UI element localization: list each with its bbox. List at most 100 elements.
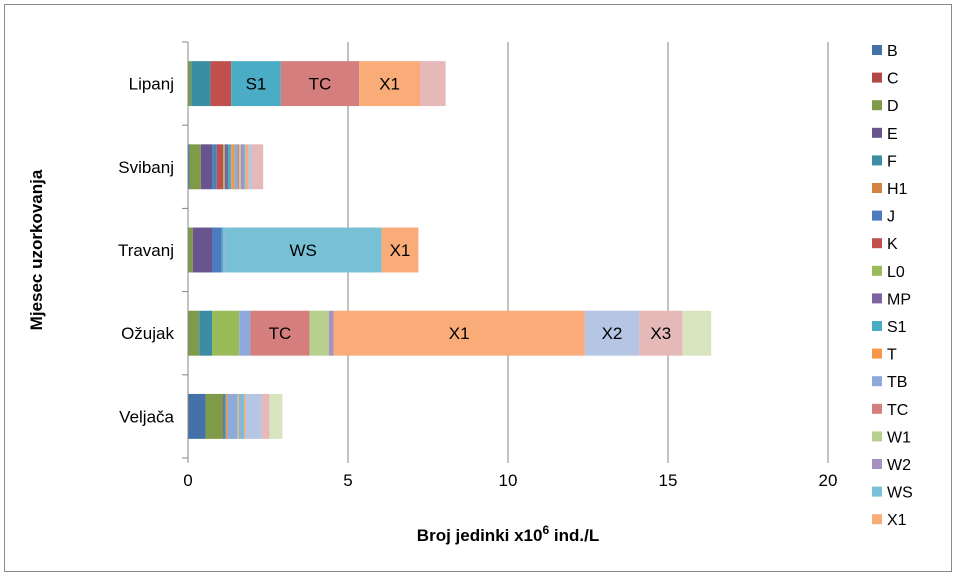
bar-segment [245, 393, 262, 439]
legend-label: MP [887, 291, 911, 308]
legend-swatch [872, 238, 882, 249]
legend-swatch [872, 100, 882, 111]
legend-label: L0 [887, 264, 905, 281]
legend-label: W2 [887, 457, 911, 474]
bar-segment [234, 144, 238, 190]
bar-segment [280, 61, 360, 107]
bar-segment [223, 227, 225, 273]
legend-label: TB [887, 374, 907, 391]
legend-label: B [887, 43, 898, 60]
bar-segment [682, 310, 712, 356]
bar-segment [231, 61, 281, 107]
bar-segment [223, 393, 225, 439]
y-axis-title: Mjesec uzorkovanja [27, 169, 46, 330]
bar-segment [231, 144, 235, 190]
bar-segment [244, 144, 246, 190]
bar-segment [239, 144, 241, 190]
bar-segment [188, 227, 193, 273]
x-axis-title: Broj jedinki x106 ind./L [417, 523, 599, 545]
legend-label: X1 [887, 512, 907, 529]
legend-swatch [872, 321, 882, 331]
bar-segment [248, 144, 252, 190]
bar-segment [245, 144, 249, 190]
x-tick-label: 20 [819, 471, 838, 490]
legend-swatch [872, 293, 882, 304]
bar-segment [333, 310, 585, 356]
bar-segment [240, 144, 244, 190]
bar-segment [205, 393, 224, 439]
segment-label: X1 [390, 241, 411, 260]
bar-segment [212, 310, 240, 356]
y-category-label: Lipanj [129, 75, 174, 94]
legend-swatch [872, 265, 882, 276]
bar-segment [223, 144, 225, 190]
legend-swatch [872, 183, 882, 193]
bar-segment [239, 393, 241, 439]
bar-segment [226, 393, 228, 439]
bar-segment [188, 393, 206, 439]
segment-label: WS [290, 241, 317, 260]
bar-segment [237, 393, 240, 439]
legend-label: TC [887, 402, 908, 419]
bar-segment [228, 144, 232, 190]
legend-label: T [887, 347, 897, 364]
bar-segment [213, 144, 217, 190]
legend-label: D [887, 98, 899, 115]
bar-segment [244, 393, 246, 439]
bar-segment [191, 61, 211, 107]
legend-label: W1 [887, 429, 911, 446]
legend-label: E [887, 126, 898, 143]
bar-segment [212, 227, 222, 273]
segment-label: X1 [449, 324, 470, 343]
legend-label: WS [887, 485, 913, 502]
legend-swatch [872, 72, 882, 83]
legend-swatch [872, 376, 882, 387]
segment-label: S1 [246, 75, 267, 94]
bar-segment [639, 310, 683, 356]
bar-segment [224, 144, 228, 190]
legend-swatch [872, 348, 882, 359]
legend-swatch [872, 127, 882, 138]
y-category-label: Ožujak [121, 324, 174, 343]
bar-segment [269, 393, 283, 439]
legend-label: H1 [887, 181, 908, 198]
bar-segment [199, 310, 212, 356]
legend-label: F [887, 153, 897, 170]
segment-label: X1 [379, 75, 400, 94]
bar-segment [224, 227, 382, 273]
x-tick-label: 0 [183, 471, 192, 490]
legend-swatch [872, 431, 882, 442]
bar-segment [192, 227, 212, 273]
bar-segment [228, 393, 238, 439]
bar-segment [250, 310, 310, 356]
bar-segment [328, 310, 334, 356]
bar-segment [359, 61, 420, 107]
x-tick-label: 15 [659, 471, 678, 490]
bar-segment [239, 310, 251, 356]
legend-swatch [872, 514, 882, 525]
legend-swatch [872, 403, 882, 414]
bar-segment [420, 61, 446, 107]
bar-segment [221, 227, 224, 273]
legend-label: C [887, 71, 899, 88]
x-tick-label: 10 [499, 471, 518, 490]
segment-labels: S1 TC X1 WS X1 TC X1 X2 X3 [246, 75, 672, 344]
bar-segment [189, 144, 201, 190]
bar-segment [188, 61, 192, 107]
bar-segment [188, 310, 200, 356]
legend-swatch [872, 45, 882, 55]
y-category-label: Svibanj [118, 158, 174, 177]
segment-label: TC [269, 324, 292, 343]
bar-segment [309, 310, 329, 356]
legend-label: S1 [887, 319, 907, 336]
bar-segment [252, 144, 264, 190]
segment-label: TC [309, 75, 332, 94]
bar-segment [200, 144, 212, 190]
y-category-label: Travanj [118, 241, 174, 260]
legend-swatch [872, 210, 882, 221]
segment-label: X2 [602, 324, 623, 343]
bar-segment [212, 144, 214, 190]
y-category-label: Veljača [119, 407, 174, 426]
